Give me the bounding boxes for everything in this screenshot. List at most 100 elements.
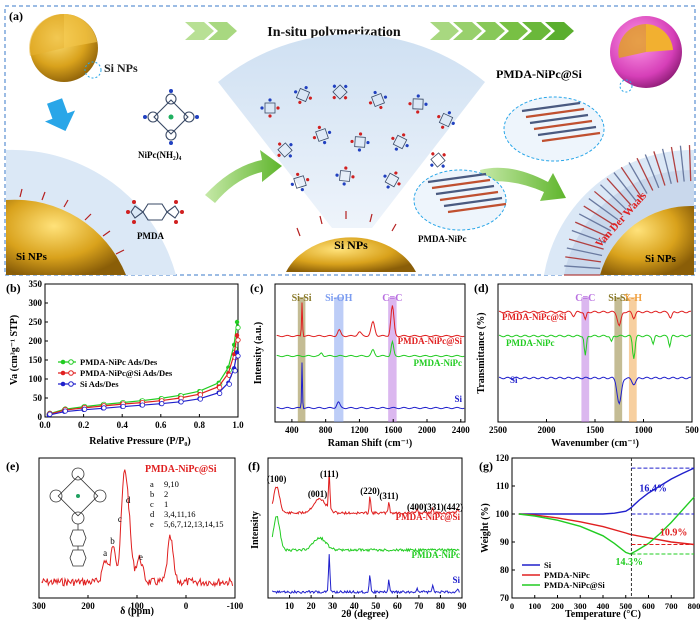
percent-annotation: 10.9% bbox=[660, 527, 688, 538]
panel-f-label: (f) bbox=[248, 459, 260, 473]
polymer-stripe bbox=[593, 190, 623, 216]
monomer-molecule-icon bbox=[430, 152, 446, 168]
left-surface-groups bbox=[19, 188, 125, 255]
panel-d-xlabel: Wavenumber (cm⁻¹) bbox=[551, 438, 639, 449]
zoom-circle-top bbox=[84, 61, 102, 79]
peak-letter: a bbox=[103, 548, 107, 558]
x-tick-label: 100 bbox=[130, 601, 144, 611]
hkl-label: (442) bbox=[444, 502, 464, 512]
data-point-desorption bbox=[217, 390, 223, 396]
x-tick-label: 20 bbox=[307, 601, 317, 611]
si-nps-label-top: Si NPs bbox=[104, 61, 138, 75]
monomer-nipc-label: NiPc(NH₂)₄ bbox=[138, 150, 182, 160]
polymer-stripe bbox=[688, 145, 692, 182]
x-tick-label: 90 bbox=[458, 601, 468, 611]
x-tick-label: 70 bbox=[414, 601, 424, 611]
assignment-letter: d bbox=[150, 509, 155, 519]
y-tick-label: 150 bbox=[29, 355, 43, 365]
y-tick-label: 200 bbox=[29, 336, 43, 346]
panel-c: (c) Si-Si Si-OH C=C 400 800 1200 1600 2000 2400… bbox=[250, 281, 470, 449]
y-tick-label: 0 bbox=[38, 412, 43, 422]
data-point bbox=[234, 333, 240, 338]
assignment-letter: e bbox=[150, 519, 154, 529]
x-tick-label: 400 bbox=[597, 601, 610, 611]
panel-d-axes bbox=[497, 283, 693, 423]
pmda-molecule-icon bbox=[126, 200, 184, 224]
nmr-spectrum bbox=[41, 469, 234, 588]
y-tick-label: 350 bbox=[29, 279, 43, 289]
legend-marker bbox=[60, 381, 66, 387]
assignment-value: 5,6,7,12,13,14,15 bbox=[164, 519, 224, 529]
x-tick-label: 1200 bbox=[350, 425, 369, 435]
x-tick-label: 50 bbox=[371, 601, 381, 611]
polymer-stripe bbox=[583, 205, 615, 226]
si-nps-label-right: Si NPs bbox=[645, 253, 677, 265]
y-tick-label: 90 bbox=[500, 537, 510, 547]
polymer-layer-line bbox=[529, 113, 589, 125]
zoom-ellipse-polymer-top bbox=[503, 96, 605, 162]
panel-e-label: (e) bbox=[6, 459, 19, 473]
tga-curve bbox=[518, 513, 695, 546]
x-tick-label: 60 bbox=[393, 601, 403, 611]
peak-letter: e bbox=[139, 552, 143, 562]
polymer-layer-line bbox=[443, 196, 503, 208]
green-arrow-left bbox=[205, 150, 282, 203]
x-tick-label: 1600 bbox=[384, 425, 403, 435]
raman-spectrum bbox=[276, 362, 465, 410]
monomer-molecule-icon bbox=[408, 94, 428, 114]
legend-marker bbox=[68, 381, 74, 387]
x-tick-label: 400 bbox=[285, 425, 299, 435]
panel-b-axes bbox=[44, 283, 239, 418]
right-polymer-layer bbox=[564, 169, 694, 275]
x-tick-label: 30 bbox=[328, 601, 338, 611]
legend-entry: Si Ads/Des bbox=[80, 379, 119, 389]
panel-g: (g) 0 100 200 300 400 500 600 700 800 70 80 90 100 11… bbox=[479, 453, 700, 620]
data-point-desorption bbox=[101, 405, 107, 411]
series-label: PMDA-NiPc@Si bbox=[502, 312, 567, 322]
tga-curve bbox=[518, 496, 695, 555]
x-tick-label: 1.0 bbox=[232, 420, 244, 430]
polymer-stripe bbox=[578, 213, 612, 232]
x-tick-label: 500 bbox=[685, 425, 699, 435]
data-point-desorption bbox=[62, 408, 68, 414]
polymer-layer-line bbox=[537, 125, 597, 137]
legend-entry: PMDA-NiPc@Si Ads/Des bbox=[80, 368, 173, 378]
x-tick-label: 2500 bbox=[489, 425, 508, 435]
polymer-layer-line bbox=[439, 190, 499, 202]
x-tick-label: 0.2 bbox=[78, 420, 90, 430]
series-label: PMDA-NiPc@Si bbox=[398, 336, 463, 346]
series-label: PMDA-NiPc bbox=[412, 550, 460, 560]
x-tick-label: 600 bbox=[642, 601, 655, 611]
si-nps-label-left: Si NPs bbox=[16, 251, 48, 263]
band-label: Si-Si bbox=[292, 293, 312, 304]
panel-a-label: (a) bbox=[9, 9, 23, 23]
polymer-stripe bbox=[679, 145, 685, 182]
peak-letter: c bbox=[118, 514, 122, 524]
panel-e-xlabel: δ (ppm) bbox=[120, 606, 154, 617]
polymer-stripe bbox=[600, 184, 627, 211]
panel-d-ylabel: Transmittance (%) bbox=[476, 312, 487, 393]
monomer-molecule-icon bbox=[383, 171, 401, 189]
monomer-molecule-icon bbox=[312, 125, 332, 145]
peak-letter: b bbox=[110, 536, 115, 546]
vdw-stripes bbox=[564, 145, 692, 276]
x-tick-label: 80 bbox=[436, 601, 446, 611]
data-point-desorption bbox=[235, 353, 241, 359]
polymer-stripe bbox=[653, 151, 666, 186]
panel-f-xlabel: 2θ (degree) bbox=[341, 609, 389, 620]
polymer-layer-line bbox=[427, 172, 487, 184]
panel-b: (b) 0.0 0.2 0.4 0.6 0.8 1.0 0 50 100 150 200 250 300… bbox=[6, 279, 244, 447]
polymer-stripe bbox=[574, 221, 609, 238]
x-tick-label: 0.6 bbox=[155, 420, 167, 430]
x-tick-label: -100 bbox=[227, 601, 244, 611]
panel-e-title: PMDA-NiPc@Si bbox=[145, 464, 217, 475]
data-point-desorption bbox=[178, 399, 184, 405]
x-tick-label: 100 bbox=[528, 601, 541, 611]
zoom-circle-right bbox=[619, 79, 633, 93]
polymer-layer-line bbox=[447, 202, 507, 214]
y-tick-label: 100 bbox=[496, 509, 510, 519]
zoom-ellipse-polymer-bottom bbox=[413, 169, 507, 231]
monomer-molecule-icon bbox=[391, 133, 409, 151]
